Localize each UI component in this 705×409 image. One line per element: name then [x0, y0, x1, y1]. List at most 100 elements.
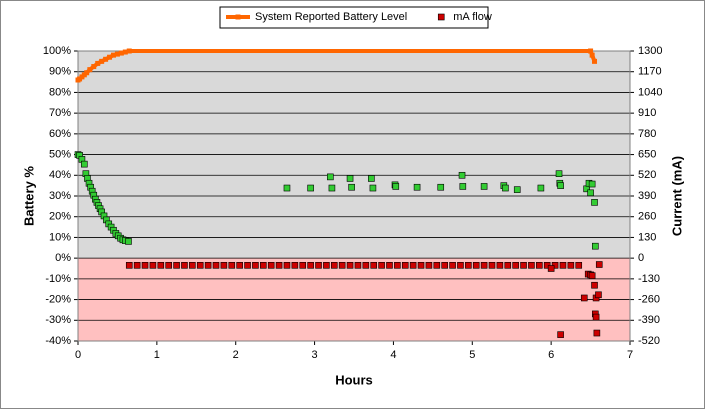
scatter-point [504, 262, 512, 269]
scatter-point [141, 262, 149, 269]
scatter-point [228, 262, 236, 269]
scatter-point [513, 186, 521, 193]
x-tick-label: 0 [75, 349, 81, 361]
scatter-point [338, 262, 346, 269]
scatter-point [537, 184, 545, 192]
scatter-point [512, 262, 519, 269]
x-tick-label: 7 [627, 349, 633, 361]
scatter-point [559, 262, 567, 269]
scatter-point [165, 262, 172, 269]
x-tick-label: 4 [390, 349, 396, 361]
scatter-point [275, 262, 283, 269]
line-marker [99, 58, 105, 64]
y-tick-label: 40% [49, 169, 71, 181]
y-axis-title: Battery % [21, 166, 36, 226]
scatter-point [362, 262, 370, 269]
x-tick-label: 2 [233, 349, 239, 361]
scatter-point [283, 262, 291, 269]
scatter-point [252, 262, 259, 269]
scatter-point [592, 242, 599, 250]
y-tick-label: 100% [43, 45, 71, 57]
scatter-point [394, 262, 401, 269]
line-marker [589, 52, 595, 58]
scatter-point [472, 262, 480, 269]
line-marker [103, 56, 109, 62]
scatter-point [81, 160, 88, 168]
legend-box [219, 6, 489, 29]
scatter-point [392, 183, 400, 190]
scatter-point [173, 262, 180, 269]
scatter-point [323, 262, 330, 269]
y2-tick-label: 520 [638, 169, 656, 181]
scatter-point [502, 184, 509, 192]
y2-tick-label: -260 [638, 293, 660, 305]
legend-label: System Reported Battery Level [255, 11, 407, 23]
scatter-point [536, 262, 543, 269]
scatter-point [520, 262, 527, 269]
y2-tick-label: 260 [638, 211, 656, 223]
y2-tick-label: 650 [638, 148, 656, 160]
scatter-point [125, 238, 132, 245]
line-marker [114, 51, 120, 57]
scatter-point [557, 331, 564, 338]
scatter-point [328, 184, 336, 192]
scatter-point [441, 262, 448, 269]
scatter-point [595, 291, 602, 299]
y-tick-label: 50% [49, 148, 71, 160]
scatter-point [593, 329, 601, 337]
y-tick-label: -10% [45, 273, 71, 285]
scatter-point [125, 262, 133, 269]
scatter-point [425, 262, 433, 269]
scatter-point [260, 262, 267, 269]
line-marker [87, 67, 93, 73]
scatter-point [315, 262, 322, 269]
line-marker [91, 64, 97, 70]
line-marker [588, 48, 594, 54]
line-marker [84, 70, 90, 76]
scatter-point [196, 262, 204, 269]
y2-tick-label: 130 [638, 231, 656, 243]
scatter-point [591, 281, 598, 289]
scatter-point [236, 262, 243, 269]
line-marker [592, 58, 598, 64]
scatter-point [327, 173, 334, 181]
scatter-point [588, 180, 596, 188]
y2-tick-label: -130 [638, 273, 660, 285]
scatter-point [528, 262, 535, 269]
y2-tick-label: 1040 [638, 86, 662, 98]
scatter-point [220, 262, 228, 269]
y2-tick-label: 390 [638, 190, 656, 202]
x-axis-title: Hours [335, 372, 373, 387]
y-tick-label: 80% [49, 86, 71, 98]
x-tick-label: 1 [154, 349, 160, 361]
scatter-point [401, 262, 409, 269]
y2-tick-label: 0 [638, 252, 644, 264]
scatter-point [547, 265, 555, 272]
line-marker [107, 54, 113, 60]
scatter-point [299, 262, 307, 269]
legend-marker [437, 13, 445, 21]
scatter-point [480, 262, 488, 269]
scatter-point [212, 262, 220, 269]
y2-tick-label: 910 [638, 107, 656, 119]
scatter-point [330, 262, 338, 269]
scatter-point [433, 262, 441, 269]
scatter-point [575, 262, 583, 269]
scatter-point [181, 262, 188, 269]
scatter-point [307, 184, 314, 192]
line-marker [110, 52, 116, 58]
y-tick-label: 0% [55, 252, 71, 264]
scatter-point [189, 262, 196, 269]
scatter-point [346, 175, 354, 182]
y-tick-label: 20% [49, 211, 71, 223]
scatter-point [386, 262, 393, 269]
scatter-point [591, 199, 598, 206]
scatter-point [496, 262, 504, 269]
y-tick-label: 60% [49, 128, 71, 140]
y-tick-label: 10% [49, 231, 71, 243]
y-tick-label: 30% [49, 190, 71, 202]
scatter-point [370, 262, 378, 269]
scatter-point [409, 262, 417, 269]
scatter-point [437, 183, 445, 191]
